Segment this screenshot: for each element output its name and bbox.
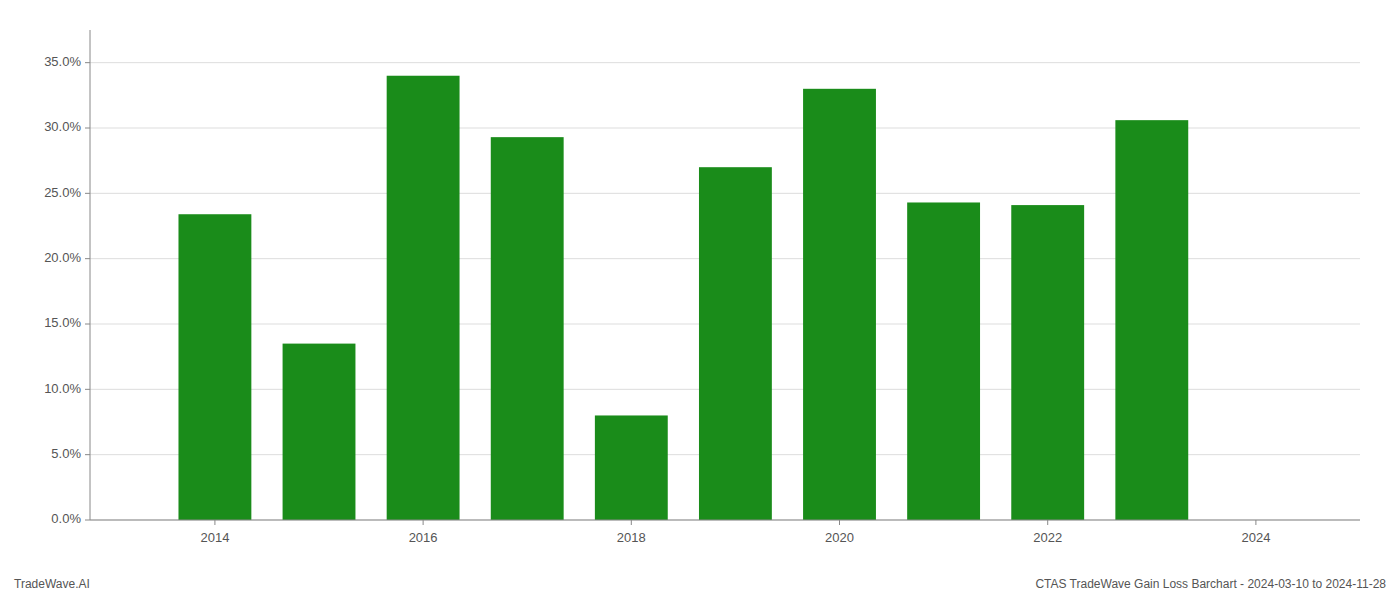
x-tick-label: 2018 [617,530,646,545]
y-tick-label: 0.0% [51,511,81,526]
grid-line [90,520,1360,521]
footer-left: TradeWave.AI [14,577,90,591]
y-tick-label: 35.0% [44,54,81,69]
bar [178,214,251,520]
y-axis-line [90,30,91,520]
y-tick [85,324,90,325]
y-tick [85,128,90,129]
x-tick [1255,520,1256,525]
x-tick [423,520,424,525]
x-tick [631,520,632,525]
x-tick [1047,520,1048,525]
bar [595,415,668,520]
bar [1115,120,1188,520]
bars [178,76,1188,520]
bar [491,137,564,520]
y-tick [85,520,90,521]
y-tick-label: 20.0% [44,250,81,265]
x-tick-label: 2020 [825,530,854,545]
y-tick-label: 30.0% [44,119,81,134]
bar [699,167,772,520]
y-tick-label: 5.0% [51,446,81,461]
bar [803,89,876,520]
y-tick-label: 10.0% [44,381,81,396]
x-tick [214,520,215,525]
y-tick-label: 15.0% [44,315,81,330]
bar [387,76,460,520]
y-tick [85,62,90,63]
bar [907,202,980,520]
y-tick-label: 25.0% [44,185,81,200]
x-tick-label: 2016 [409,530,438,545]
x-tick [839,520,840,525]
y-tick [85,193,90,194]
x-tick-label: 2014 [200,530,229,545]
x-tick-label: 2022 [1033,530,1062,545]
y-axis: 0.0% 5.0% 10.0% 15.0% 20.0% 25.0% 30.0% 35.0% [44,30,1360,526]
y-tick [85,454,90,455]
bar [283,344,356,520]
chart-container: 0.0% 5.0% 10.0% 15.0% 20.0% 25.0% 30.0% 35.0% 20… [0,0,1400,600]
y-tick [85,389,90,390]
grid-line [90,62,1360,63]
y-tick [85,258,90,259]
chart-svg: 0.0% 5.0% 10.0% 15.0% 20.0% 25.0% 30.0% 35.0% 20… [0,0,1400,600]
x-axis-line [90,520,1360,521]
x-axis: 2014 2016 2018 2020 2022 2024 [90,520,1360,545]
footer-right: CTAS TradeWave Gain Loss Barchart - 2024… [1035,577,1386,591]
bar [1011,205,1084,520]
x-tick-label: 2024 [1241,530,1270,545]
